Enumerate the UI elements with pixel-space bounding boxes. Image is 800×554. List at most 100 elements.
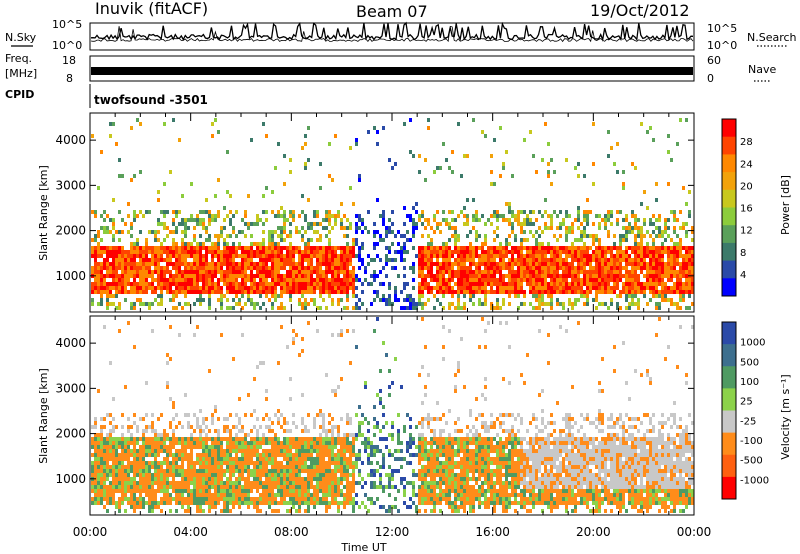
power-data-cell-949 — [262, 278, 265, 282]
power-data-cell-3003 — [649, 282, 652, 286]
power-data-cell-2022 — [481, 254, 484, 258]
power-data-cell-2258 — [523, 222, 526, 226]
vel-data-cell-1515 — [325, 477, 328, 481]
power-data-cell-1076 — [283, 266, 286, 270]
power-data-cell-1782 — [439, 222, 442, 226]
power-data-cell-1626 — [406, 214, 409, 218]
power-data-cell-1276 — [319, 246, 322, 250]
vel-data-cell-652 — [193, 481, 196, 485]
vel-data-cell-1067 — [256, 497, 259, 501]
power-data-cell-1137 — [295, 262, 298, 266]
power-data-cell-568 — [196, 218, 199, 222]
vel-data-cell-1350 — [301, 429, 304, 433]
power-data-cell-2298 — [529, 274, 532, 278]
vel-data-cell-514 — [172, 405, 175, 409]
vel-data-cell-268 — [133, 437, 136, 441]
power-data-cell-2073 — [490, 266, 493, 270]
power-data-cell-3081 — [661, 298, 664, 302]
power-data-cell-2787 — [613, 258, 616, 262]
power-data-cell-2882 — [628, 306, 631, 310]
power-data-cell-3 — [91, 246, 94, 250]
power-data-cell-810 — [235, 302, 238, 306]
power-data-cell-296 — [145, 250, 148, 254]
power-data-cell-2086 — [493, 230, 496, 234]
vel-data-cell-726 — [205, 441, 208, 445]
power-data-cell-1751 — [433, 170, 436, 174]
power-data-cell-2224 — [517, 254, 520, 258]
power-data-cell-78 — [106, 214, 109, 218]
vel-data-cell-1464 — [319, 433, 322, 437]
power-data-cell-1236 — [310, 286, 313, 290]
power-data-cell-1548 — [379, 270, 382, 274]
power-data-cell-749 — [226, 258, 229, 262]
power-data-cell-3083 — [664, 222, 667, 226]
power-data-cell-288 — [142, 282, 145, 286]
power-data-cell-961 — [265, 258, 268, 262]
vel-data-cell-1344 — [298, 509, 301, 513]
vel-data-cell-589 — [184, 445, 187, 449]
power-data-cell-2407 — [547, 250, 550, 254]
power-data-cell-992 — [271, 246, 274, 250]
power-data-cell-422 — [169, 274, 172, 278]
power-data-cell-3090 — [664, 266, 667, 270]
vel-data-cell-348 — [145, 445, 148, 449]
power-data-cell-1339 — [328, 282, 331, 286]
power-data-cell-409 — [166, 270, 169, 274]
power-data-cell-3235 — [688, 306, 691, 310]
power-data-cell-1447 — [349, 250, 352, 254]
vel-data-cell-62 — [100, 449, 103, 453]
vel-data-cell-1474 — [319, 473, 322, 477]
power-data-cell-2340 — [535, 298, 538, 302]
vel-data-cell-1395 — [307, 465, 310, 469]
freq-tick-top: 18 — [62, 54, 76, 67]
power-data-cell-2802 — [616, 250, 619, 254]
power-data-cell-2031 — [481, 302, 484, 306]
power-data-cell-2303 — [529, 302, 532, 306]
power-data-cell-1837 — [448, 258, 451, 262]
power-data-cell-1866 — [454, 226, 457, 230]
vel-data-cell-397 — [151, 493, 154, 497]
vel-data-cell-1458 — [316, 493, 319, 497]
freq-trace — [91, 67, 693, 75]
power-data-cell-477 — [178, 278, 181, 282]
vel-data-cell-860 — [226, 425, 229, 429]
power-data-cells — [91, 118, 694, 310]
vel-data-cell-128 — [109, 473, 112, 477]
power-data-cell-2442 — [553, 234, 556, 238]
power-data-cell-714 — [220, 258, 223, 262]
power-data-cell-1053 — [280, 262, 283, 266]
power-data-cell-2266 — [523, 270, 526, 274]
power-data-cell-2598 — [580, 254, 583, 258]
power-data-cell-2891 — [631, 262, 634, 266]
vel-data-cell-1615 — [340, 457, 343, 461]
power-data-cell-1743 — [430, 258, 433, 262]
vel-data-cell-521 — [172, 453, 175, 457]
vel-data-cell-1253 — [286, 469, 289, 473]
power-data-cell-1613 — [403, 206, 406, 210]
vel-data-cell-585 — [184, 393, 187, 397]
power-data-cell-825 — [241, 230, 244, 234]
vel-data-cell-658 — [196, 325, 199, 329]
power-data-cell-2172 — [508, 242, 511, 246]
power-data-cell-251 — [136, 254, 139, 258]
power-data-cell-1361 — [334, 214, 337, 218]
power-data-cell-394 — [163, 266, 166, 270]
power-data-cell-1777 — [436, 282, 439, 286]
power-data-cell-3059 — [658, 278, 661, 282]
power-data-cell-2424 — [550, 246, 553, 250]
vel-data-cell-1510 — [325, 453, 328, 457]
power-data-cell-1358 — [331, 298, 334, 302]
vel-data-cell-489 — [166, 489, 169, 493]
power-data-cell-1218 — [307, 278, 310, 282]
vel-data-cell-1028 — [250, 489, 253, 493]
power-data-cell-3238 — [691, 238, 694, 242]
vel-data-cell-137 — [112, 425, 115, 429]
vel-data-cell-7 — [91, 469, 94, 473]
power-data-cell-1791 — [439, 278, 442, 282]
power-data-cell-1376 — [337, 210, 340, 214]
power-data-cell-2295 — [529, 262, 532, 266]
vel-data-cell-950 — [238, 473, 241, 477]
power-data-cell-2282 — [526, 270, 529, 274]
power-data-cell-989 — [271, 234, 274, 238]
vel-data-cell-479 — [166, 449, 169, 453]
